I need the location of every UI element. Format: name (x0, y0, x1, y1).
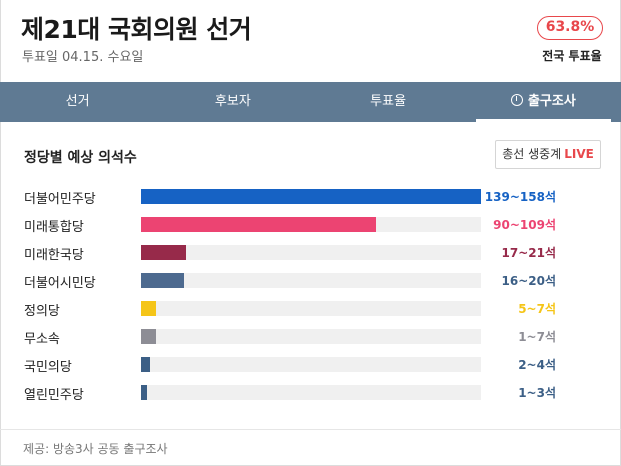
bar-track (141, 357, 481, 372)
bar-track (141, 301, 481, 316)
seat-bar (141, 217, 376, 232)
party-name: 더불어민주당 (24, 192, 96, 207)
seat-bar (141, 385, 147, 400)
party-row: 무소속 1~7석 (0, 324, 621, 352)
seat-range-label: 1~7석 (518, 330, 556, 344)
party-row: 더불어시민당 16~20석 (0, 268, 621, 296)
party-name: 국민의당 (24, 360, 72, 375)
seat-bar (141, 329, 156, 344)
party-row: 열린민주당 1~3석 (0, 380, 621, 408)
tab-label: 선거 (65, 94, 90, 109)
turnout-badge: 63.8% (537, 16, 603, 40)
seat-bar (141, 301, 156, 316)
seat-range-label: 2~4석 (518, 358, 556, 372)
bar-track (141, 217, 481, 232)
tab-election[interactable]: 선거 (0, 82, 155, 122)
seat-bar (141, 245, 186, 260)
tab-label: 출구조사 (527, 94, 576, 109)
tab-label: 후보자 (214, 94, 251, 109)
source-note: 제공: 방송3사 공동 출구조사 (23, 442, 168, 456)
party-row: 국민의당 2~4석 (0, 352, 621, 380)
live-tag: LIVE (564, 147, 594, 161)
election-date: 투표일 04.15. 수요일 (22, 50, 144, 65)
tab-turnout[interactable]: 투표율 (311, 82, 466, 122)
seat-range-label: 1~3석 (518, 386, 556, 400)
page-title: 제21대 국회의원 선거 (21, 15, 252, 44)
bar-track (141, 273, 481, 288)
bar-track (141, 189, 481, 204)
party-row: 미래통합당 90~109석 (0, 212, 621, 240)
seat-bar (141, 273, 184, 288)
live-button-label: 총선 생중계 (502, 147, 562, 161)
section-title: 정당별 예상 의석수 (24, 150, 137, 166)
tab-bar: 선거 후보자 투표율 출구조사 (0, 82, 621, 122)
seat-bar (141, 357, 150, 372)
seat-bar (141, 189, 481, 204)
party-name: 더불어시민당 (24, 276, 96, 291)
turnout-label: 전국 투표율 (542, 49, 602, 63)
tab-candidates[interactable]: 후보자 (155, 82, 310, 122)
party-name: 열린민주당 (24, 388, 84, 403)
party-name: 미래한국당 (24, 248, 84, 263)
party-name: 무소속 (24, 332, 60, 347)
clock-icon (510, 94, 523, 106)
tab-label: 투표율 (370, 94, 407, 109)
party-row: 정의당 5~7석 (0, 296, 621, 324)
bar-track (141, 245, 481, 260)
seat-range-label: 90~109석 (493, 218, 556, 232)
seat-range-label: 17~21석 (501, 246, 557, 260)
seat-range-label: 139~158석 (484, 190, 556, 204)
tab-exit-poll[interactable]: 출구조사 (466, 82, 621, 122)
seat-range-label: 16~20석 (501, 274, 557, 288)
bar-track (141, 329, 481, 344)
divider (0, 429, 621, 430)
bar-track (141, 385, 481, 400)
seat-range-label: 5~7석 (518, 302, 556, 316)
party-row: 더불어민주당 139~158석 (0, 184, 621, 212)
party-row: 미래한국당 17~21석 (0, 240, 621, 268)
party-name: 정의당 (24, 304, 60, 319)
live-broadcast-button[interactable]: 총선 생중계 LIVE (495, 140, 601, 169)
party-name: 미래통합당 (24, 220, 84, 235)
election-header: 제21대 국회의원 선거 투표일 04.15. 수요일 63.8% 전국 투표율 (0, 0, 621, 82)
